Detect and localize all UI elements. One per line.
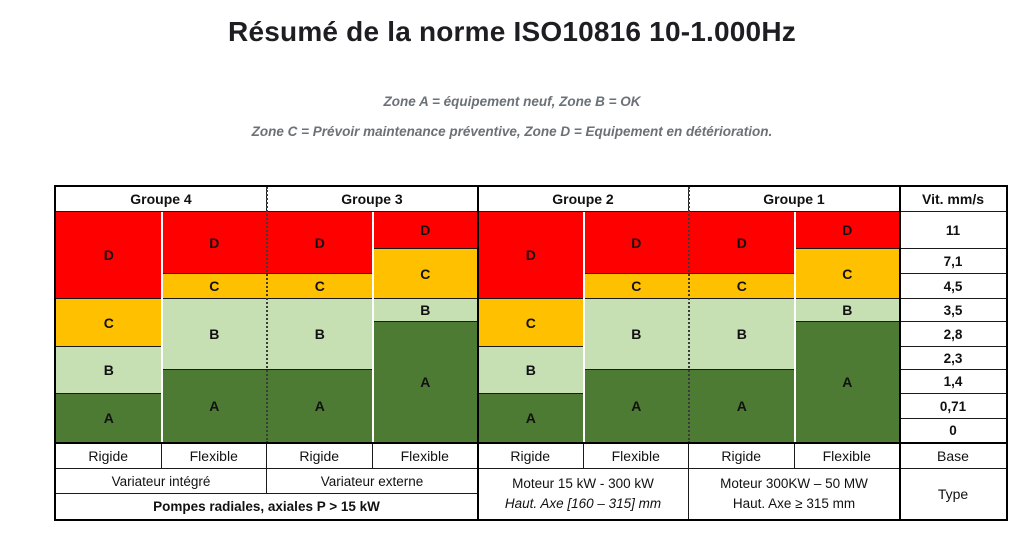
velocity-cell: 1,4	[900, 370, 1006, 394]
zone-cell-a: A	[372, 322, 478, 443]
mount-cell: Flexible	[583, 443, 689, 469]
zone-cell-a: A	[583, 370, 689, 443]
velocity-column-divider	[899, 187, 901, 519]
iso10816-zone-table: Groupe 4 Groupe 3 Groupe 2 Groupe 1 Vit. mm/…	[54, 185, 1008, 521]
mount-cell: Flexible	[794, 443, 900, 469]
mount-column-separator	[160, 212, 163, 443]
zone-cell-b: B	[267, 299, 373, 370]
mount-cell: Rigide	[689, 443, 795, 469]
zone-cell-b: B	[56, 347, 162, 394]
mount-column-separator	[793, 212, 796, 443]
velocity-cell: 2,8	[900, 322, 1006, 347]
subtitle-line-1: Zone A = équipement neuf, Zone B = OK	[383, 94, 641, 109]
velocity-cell: 0	[900, 419, 1006, 443]
zone-cell-c: C	[372, 249, 478, 299]
machine-type-cell-groupe1: Moteur 300KW – 50 MW Haut. Axe ≥ 315 mm	[689, 469, 900, 519]
subtitle-line-2: Zone C = Prévoir maintenance préventive,…	[251, 124, 773, 139]
group-dotted-divider	[266, 187, 268, 443]
base-label: Base	[900, 443, 1006, 469]
zone-cell-c: C	[583, 274, 689, 299]
velocity-cell: 3,5	[900, 299, 1006, 322]
zone-cell-a: A	[478, 394, 584, 443]
zone-cell-a: A	[56, 394, 162, 443]
mount-column-separator	[371, 212, 374, 443]
zone-cell-a: A	[689, 370, 795, 443]
zone-cell-c: C	[56, 299, 162, 347]
zone-cell-c: C	[794, 249, 900, 299]
zone-cell-d: D	[56, 212, 162, 299]
zone-cell-c: C	[478, 299, 584, 347]
mount-cell: Rigide	[478, 443, 584, 469]
zone-cell-b: B	[689, 299, 795, 370]
machine-type-cell-groupe2: Moteur 15 kW - 300 kW Haut. Axe [160 – 31…	[478, 469, 689, 519]
zone-cell-a: A	[794, 322, 900, 443]
zone-cell-b: B	[161, 299, 267, 370]
zone-cell-d: D	[583, 212, 689, 274]
zone-cell-b: B	[478, 347, 584, 394]
velocity-cell: 4,5	[900, 274, 1006, 299]
zone-cell-c: C	[689, 274, 795, 299]
machine-type-line2: Haut. Axe [160 – 315] mm	[504, 496, 662, 511]
zone-cell-c: C	[161, 274, 267, 299]
group-solid-divider	[477, 187, 479, 519]
page-title: Résumé de la norme ISO10816 10-1.000Hz	[228, 16, 796, 47]
machine-type-line2: Haut. Axe ≥ 315 mm	[732, 496, 856, 511]
zone-cell-d: D	[161, 212, 267, 274]
machine-type-line1: Moteur 15 kW - 300 kW	[512, 475, 654, 491]
machine-type-cell-groupe4: Variateur intégré	[56, 469, 267, 494]
velocity-cell: 7,1	[900, 249, 1006, 274]
group-header: Groupe 2	[478, 187, 689, 212]
type-label: Type	[900, 469, 1006, 519]
mount-column-separator	[582, 212, 585, 443]
zone-cell-d: D	[689, 212, 795, 274]
zone-cell-d: D	[478, 212, 584, 299]
zone-cell-c: C	[267, 274, 373, 299]
zone-cell-b: B	[794, 299, 900, 322]
zone-cell-b: B	[372, 299, 478, 322]
pompes-label: Pompes radiales, axiales P > 15 kW	[56, 494, 478, 519]
group-header: Groupe 1	[689, 187, 900, 212]
zone-cell-b: B	[583, 299, 689, 370]
velocity-header: Vit. mm/s	[900, 187, 1006, 212]
velocity-cell: 2,3	[900, 347, 1006, 370]
machine-type-line1: Moteur 300KW – 50 MW	[720, 475, 868, 491]
zone-cell-d: D	[267, 212, 373, 274]
zone-cell-a: A	[161, 370, 267, 443]
mount-cell: Rigide	[56, 443, 162, 469]
velocity-cell: 0,71	[900, 394, 1006, 419]
body-bottom-line	[56, 442, 1006, 444]
mount-cell: Rigide	[267, 443, 373, 469]
velocity-cell: 11	[900, 212, 1006, 249]
mount-cell: Flexible	[161, 443, 267, 469]
zone-cell-d: D	[794, 212, 900, 249]
group-header: Groupe 3	[267, 187, 478, 212]
zone-cell-d: D	[372, 212, 478, 249]
mount-cell: Flexible	[372, 443, 478, 469]
zone-cell-a: A	[267, 370, 373, 443]
group-dotted-divider	[688, 187, 690, 443]
group-header: Groupe 4	[56, 187, 267, 212]
machine-type-cell-groupe3: Variateur externe	[267, 469, 478, 494]
